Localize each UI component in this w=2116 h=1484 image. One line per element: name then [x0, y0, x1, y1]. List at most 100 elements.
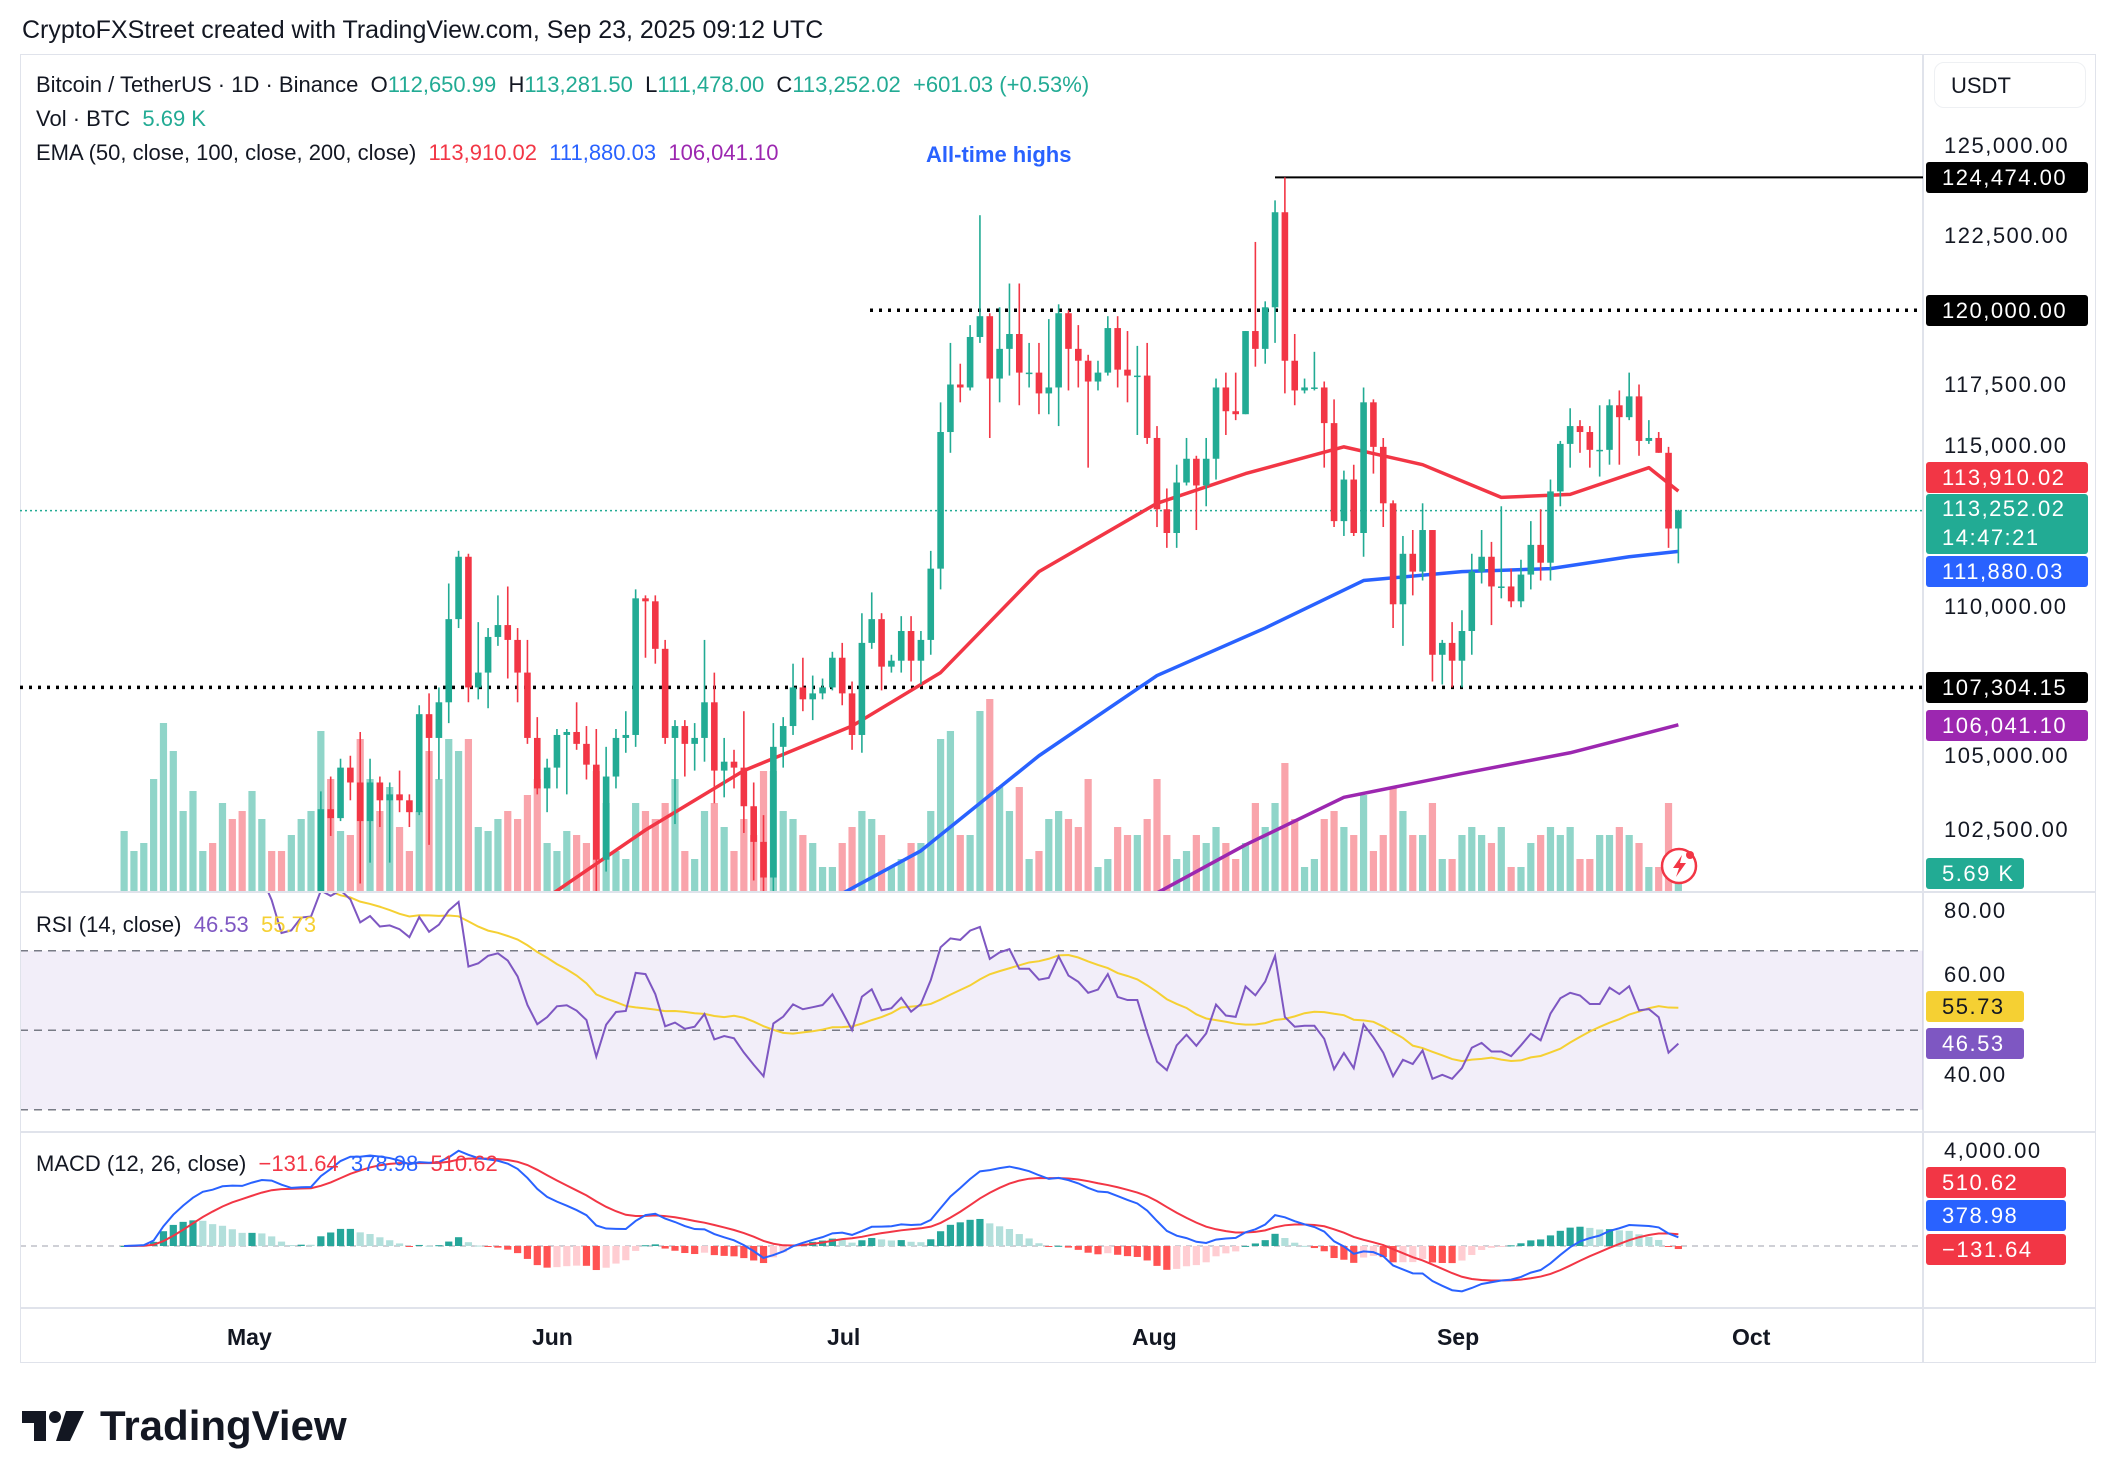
rsi-tick-label: 60.00: [1944, 962, 2007, 987]
open-value: 112,650.99: [387, 72, 497, 97]
macd-histogram-bar: [1261, 1240, 1269, 1246]
volume-bar: [1458, 835, 1466, 891]
volume-bar: [199, 851, 207, 891]
macd-histogram-bar: [661, 1246, 669, 1249]
candle: [1202, 458, 1210, 486]
candle: [1084, 360, 1092, 382]
currency-selector[interactable]: USDT: [1934, 62, 2086, 108]
candle: [524, 672, 531, 738]
macd-histogram-bar: [1369, 1246, 1378, 1256]
macd-histogram-bar: [1173, 1246, 1181, 1269]
macd-histogram-bar: [1596, 1229, 1604, 1246]
ema50-badge: 113,910.02: [1926, 462, 2088, 493]
volume-bar: [1428, 803, 1437, 891]
candle: [1635, 396, 1643, 441]
candle: [533, 737, 541, 789]
macd-histogram-bar: [258, 1233, 266, 1246]
macd-signal-value: 510.62: [430, 1151, 498, 1176]
macd-histogram-bar: [1202, 1246, 1210, 1263]
macd-histogram-bar: [858, 1240, 866, 1246]
candle: [1468, 571, 1476, 632]
volume-bar: [710, 803, 718, 891]
ema-label[interactable]: EMA (50, close, 100, close, 200, close): [36, 140, 417, 165]
ema-line-ema100: [843, 549, 1679, 891]
candle: [1606, 405, 1613, 450]
macd-axis-tick[interactable]: 4,000.00: [1944, 1138, 2042, 1163]
macd-histogram-bar: [917, 1242, 925, 1246]
candle: [1675, 510, 1682, 529]
volume-bar: [504, 811, 512, 891]
volume-bar: [1084, 779, 1092, 891]
volume-bar: [651, 819, 659, 891]
symbol-name[interactable]: Bitcoin / TetherUS · 1D · Binance: [36, 72, 359, 97]
macd-histogram-bar: [1094, 1246, 1102, 1255]
macd-histogram-bar: [740, 1246, 748, 1259]
candle: [632, 598, 639, 735]
ema-legend: EMA (50, close, 100, close, 200, close) …: [36, 140, 778, 166]
macd-histogram-bar: [1163, 1246, 1171, 1270]
lightning-icon[interactable]: [1660, 847, 1698, 885]
macd-histogram-bar: [710, 1246, 718, 1256]
candle: [150, 1276, 157, 1344]
volume-bar: [346, 835, 354, 891]
volume-bar: [1271, 803, 1279, 891]
volume-bar: [632, 803, 640, 891]
candle: [602, 776, 610, 860]
candle: [681, 726, 689, 744]
macd-histogram-bar: [189, 1220, 197, 1246]
macd-histogram-bar: [936, 1231, 945, 1246]
candle: [1350, 479, 1358, 533]
macd-histogram-bar: [1271, 1233, 1279, 1246]
macd-histogram-bar: [1064, 1246, 1073, 1248]
macd-histogram-bar: [1409, 1246, 1417, 1263]
rsi-label[interactable]: RSI (14, close): [36, 912, 182, 937]
volume-bar: [1104, 859, 1112, 891]
volume-bar: [996, 787, 1004, 891]
candle: [386, 794, 394, 801]
macd-histogram-bar: [641, 1245, 650, 1247]
volume-bar: [622, 859, 630, 891]
volume-bar: [1507, 867, 1515, 891]
volume-label[interactable]: Vol · BTC: [36, 106, 131, 131]
volume-bar: [661, 803, 669, 891]
macd-histogram-bar: [1251, 1243, 1259, 1246]
volume-bar: [907, 843, 915, 891]
rsi-ma-value: 55.73: [261, 912, 317, 937]
candle: [140, 1344, 147, 1347]
candle: [1478, 556, 1485, 572]
time-tick-label: Jun: [531, 1324, 573, 1350]
candle: [1507, 586, 1515, 602]
volume-bar: [248, 791, 256, 891]
price-tick-label: 102,500.00: [1944, 817, 2070, 842]
candle: [543, 767, 551, 789]
time-tick-label: May: [227, 1324, 272, 1350]
macd-histogram-bar: [228, 1229, 236, 1246]
candle: [1065, 313, 1072, 349]
volume-bar: [1664, 803, 1673, 891]
candle: [622, 734, 630, 738]
macd-histogram-bar: [159, 1231, 168, 1246]
candle: [1114, 328, 1121, 370]
candle: [514, 639, 521, 673]
macd-histogram-bar: [327, 1232, 335, 1246]
volume-bar: [1320, 819, 1328, 891]
macd-histogram-bar: [248, 1232, 256, 1246]
tradingview-logo[interactable]: TradingView: [22, 1402, 347, 1450]
candle: [1094, 372, 1102, 382]
volume-bar: [1261, 827, 1269, 891]
candle: [317, 809, 325, 891]
macd-histogram-bar: [494, 1246, 502, 1248]
volume-bar: [740, 819, 748, 891]
volume-bar: [209, 843, 217, 891]
candle: [435, 702, 443, 738]
macd-histogram-bar: [956, 1222, 964, 1246]
volume-bar: [956, 835, 964, 891]
candle: [1458, 631, 1466, 661]
candle: [701, 702, 708, 738]
volume-bar: [218, 803, 227, 891]
volume-bar: [1448, 859, 1456, 891]
macd-histogram-bar: [543, 1246, 551, 1268]
macd-label[interactable]: MACD (12, 26, close): [36, 1151, 247, 1176]
volume-bar: [297, 819, 305, 891]
